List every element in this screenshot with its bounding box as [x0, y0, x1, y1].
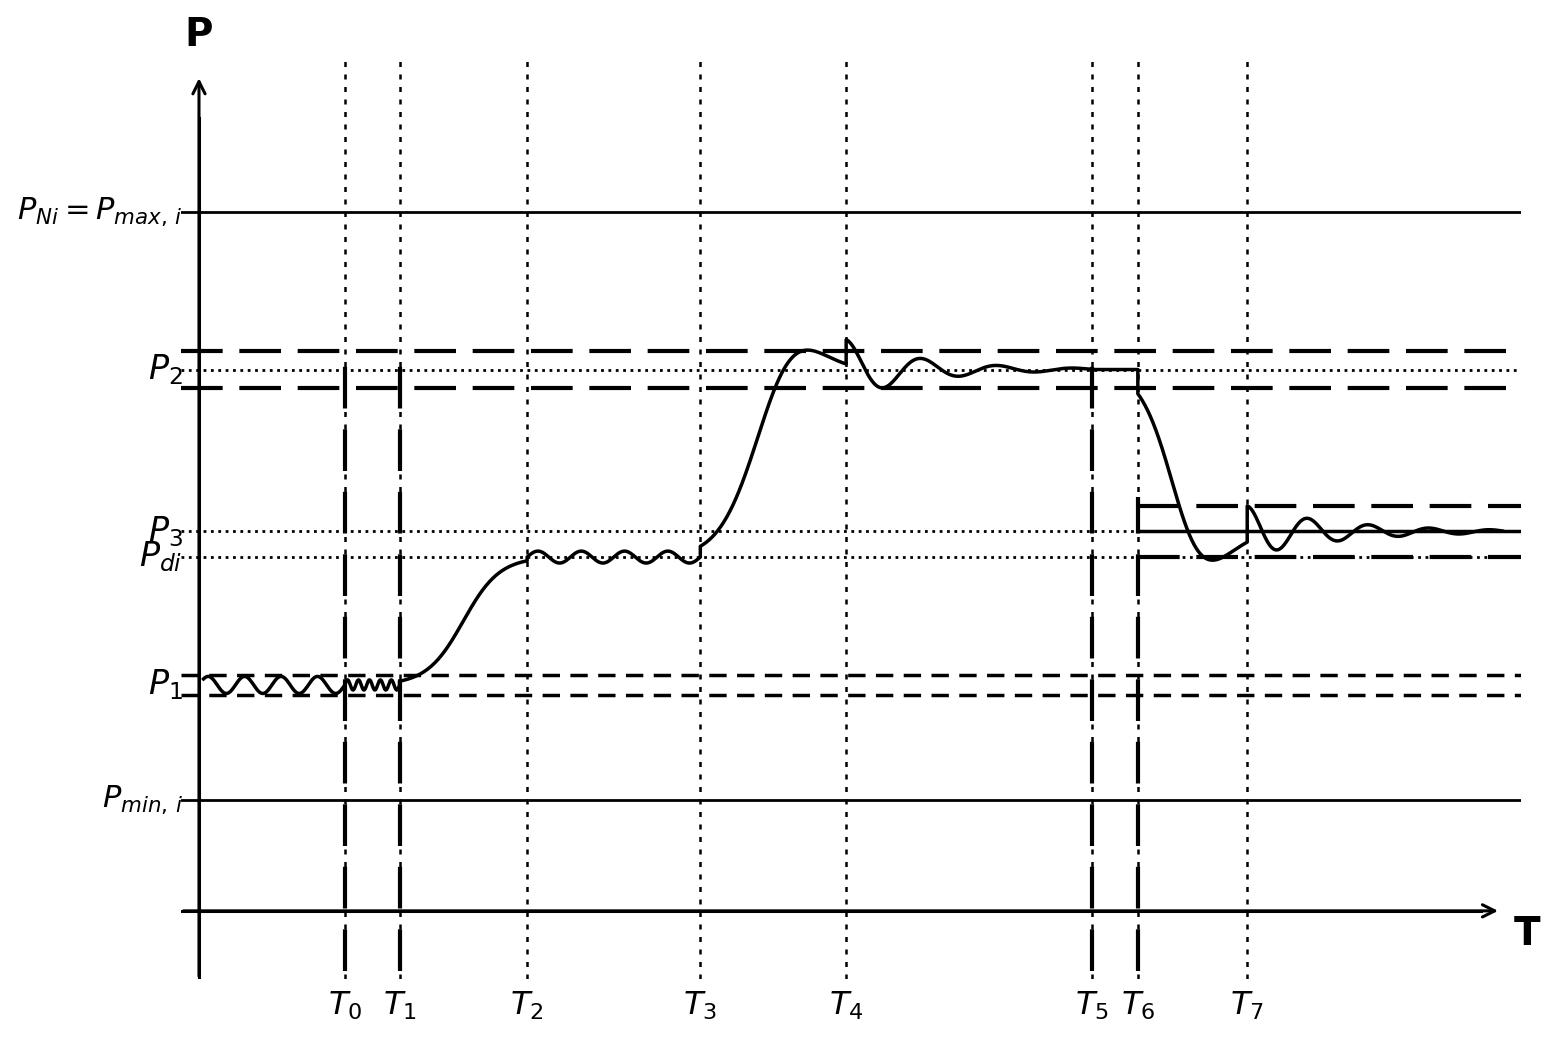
- Text: P: P: [185, 17, 213, 54]
- Text: $T_7$: $T_7$: [1231, 989, 1264, 1021]
- Text: $T_6$: $T_6$: [1120, 989, 1154, 1021]
- Text: $T_3$: $T_3$: [684, 989, 717, 1021]
- Text: T: T: [1514, 915, 1541, 953]
- Text: $P_3$: $P_3$: [148, 514, 182, 549]
- Text: $T_4$: $T_4$: [829, 989, 863, 1021]
- Text: $T_2$: $T_2$: [511, 989, 544, 1021]
- Text: $P_2$: $P_2$: [148, 353, 182, 387]
- Text: $P_{min,\, i}$: $P_{min,\, i}$: [101, 784, 182, 816]
- Text: $P_{di}$: $P_{di}$: [139, 539, 182, 574]
- Text: $P_{Ni}=P_{max,\, i}$: $P_{Ni}=P_{max,\, i}$: [17, 196, 182, 228]
- Text: $T_5$: $T_5$: [1075, 989, 1109, 1021]
- Text: $P_1$: $P_1$: [148, 668, 182, 702]
- Text: $T_0$: $T_0$: [327, 989, 361, 1021]
- Text: $T_1$: $T_1$: [383, 989, 416, 1021]
